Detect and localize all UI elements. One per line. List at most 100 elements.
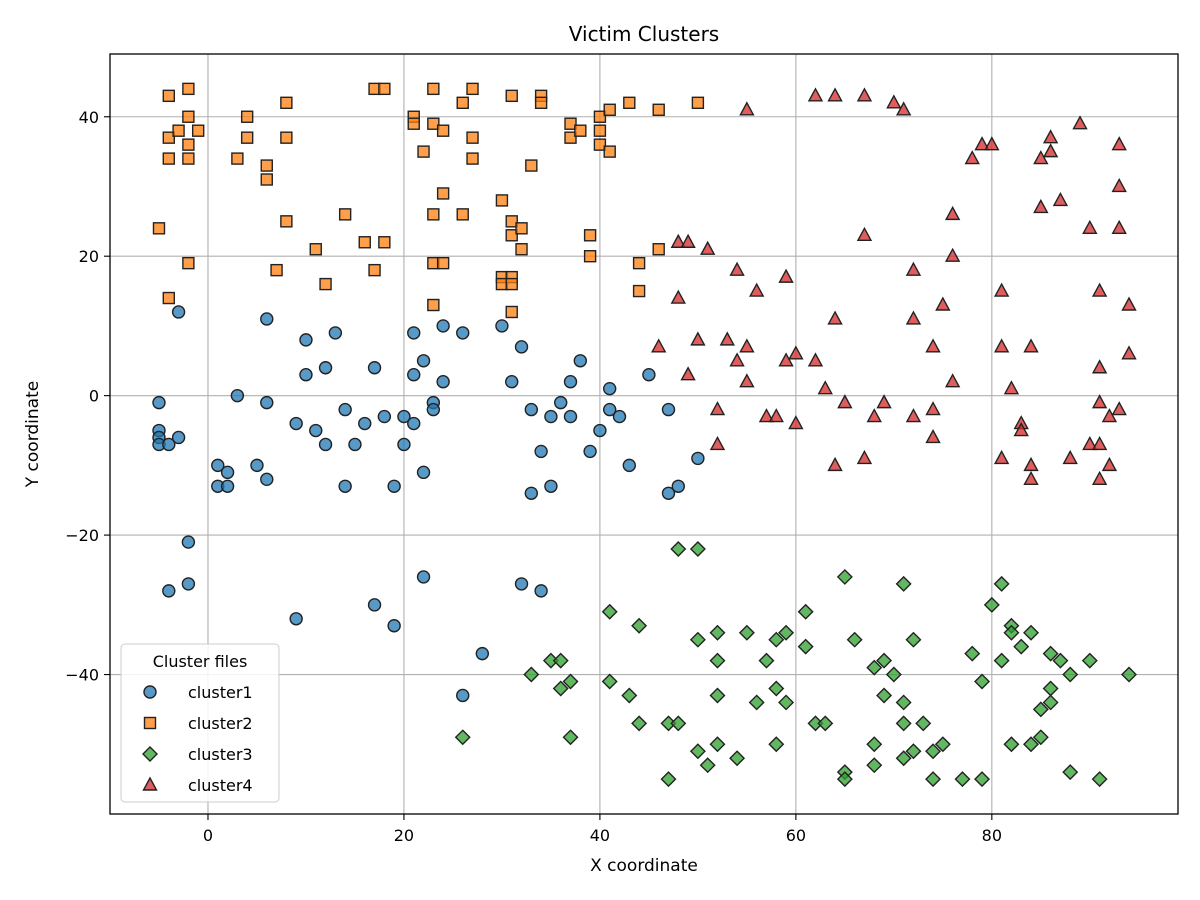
cluster2-point (162, 291, 175, 305)
cluster2-point (417, 145, 430, 158)
legend-label: cluster4 (188, 776, 253, 795)
cluster4-point (739, 373, 755, 388)
cluster3-point (454, 729, 471, 746)
cluster3-point (1121, 666, 1137, 683)
cluster2-point (378, 236, 391, 249)
cluster3-point (689, 541, 706, 558)
cluster4-point (1023, 456, 1039, 472)
cluster1-point (230, 388, 245, 403)
cluster3-point (709, 687, 726, 704)
cluster3-point (660, 771, 677, 788)
cluster3-point (1091, 771, 1108, 788)
cluster2-point (280, 131, 293, 144)
cluster3-point (1052, 652, 1069, 669)
cluster1-point (514, 340, 529, 354)
cluster1-point (220, 465, 235, 480)
cluster2-point (583, 229, 597, 242)
cluster3-point (738, 624, 755, 641)
cluster2-point (515, 222, 528, 235)
cluster3-point (1003, 736, 1020, 753)
cluster3-point (1003, 624, 1020, 641)
cluster1-point (612, 409, 627, 424)
cluster4-point (690, 331, 706, 346)
cluster3-point (1032, 729, 1049, 746)
cluster1-point (211, 458, 225, 473)
cluster2-point (632, 284, 646, 298)
cluster2-point (466, 82, 479, 96)
cluster3-point (1081, 652, 1098, 669)
cluster2-point (319, 277, 332, 291)
cluster1-point (367, 361, 382, 375)
cluster4-point (866, 408, 882, 423)
cluster4-point (1042, 143, 1059, 158)
cluster1-point (436, 319, 450, 333)
cluster1-point (181, 535, 196, 549)
x-tick-label: 80 (982, 826, 1002, 845)
x-tick-label: 60 (786, 826, 806, 845)
cluster1-point (152, 395, 166, 410)
cluster3-point (797, 603, 814, 620)
cluster4-point (886, 94, 902, 109)
cluster1-point (348, 437, 362, 452)
cluster2-point (407, 117, 420, 130)
cluster3-point (925, 771, 942, 788)
cluster2-point (583, 250, 597, 263)
cluster3-point (925, 743, 942, 760)
cluster3-point (778, 624, 795, 641)
cluster4-point (993, 282, 1010, 297)
cluster1-point (309, 423, 323, 438)
cluster3-point (689, 631, 706, 648)
x-axis-ticks: 0 20 40 60 80 (203, 814, 1002, 845)
cluster1-point (397, 437, 411, 452)
cluster1-point (436, 375, 450, 389)
cluster3-point (983, 596, 1000, 613)
cluster4-point (856, 449, 873, 465)
cluster3-point (915, 715, 932, 732)
cluster1-point (544, 409, 558, 424)
cluster3-point (1062, 666, 1079, 683)
cluster2-point (505, 229, 518, 242)
cluster2-point (162, 152, 175, 165)
cluster4-point (1062, 449, 1078, 465)
cluster3-point (778, 694, 795, 711)
cluster2-point (309, 243, 322, 256)
cluster2-point (436, 124, 450, 137)
cluster4-point (1013, 422, 1029, 437)
cluster2-point (172, 124, 185, 137)
cluster3-point (876, 687, 893, 704)
cluster4-point (729, 261, 745, 276)
cluster4-point (758, 408, 775, 423)
cluster1-point (299, 368, 313, 382)
y-tick-label: −20 (65, 526, 99, 545)
cluster4-point (1082, 219, 1098, 235)
cluster4-point (944, 247, 961, 262)
cluster2-point (525, 159, 538, 172)
cluster1-point (514, 577, 529, 591)
y-axis-ticks: −40 −20 0 20 40 (65, 108, 110, 685)
legend-marker (143, 685, 157, 699)
cluster4-point (729, 352, 745, 367)
cluster3-point (670, 541, 687, 558)
cluster4-point (827, 310, 843, 325)
cluster4-point (1091, 470, 1108, 486)
cluster3-point (631, 617, 648, 634)
cluster2-point (182, 82, 195, 96)
cluster2-point (534, 96, 548, 110)
cluster4-point (827, 456, 843, 472)
cluster1-point (162, 584, 176, 598)
cluster2-point (240, 110, 254, 123)
cluster1-point (475, 646, 490, 661)
cluster1-point (603, 402, 617, 417)
cluster4-point (827, 87, 843, 102)
cluster2-point (162, 131, 175, 144)
cluster3-point (1023, 736, 1040, 753)
cluster2-point (231, 152, 244, 165)
cluster2-point (574, 124, 587, 137)
cluster2-point (427, 117, 440, 130)
cluster1-point (338, 479, 352, 493)
cluster4-point (993, 449, 1010, 465)
cluster4-point (925, 401, 941, 416)
cluster4-point (856, 226, 873, 241)
cluster1-point (387, 479, 401, 493)
